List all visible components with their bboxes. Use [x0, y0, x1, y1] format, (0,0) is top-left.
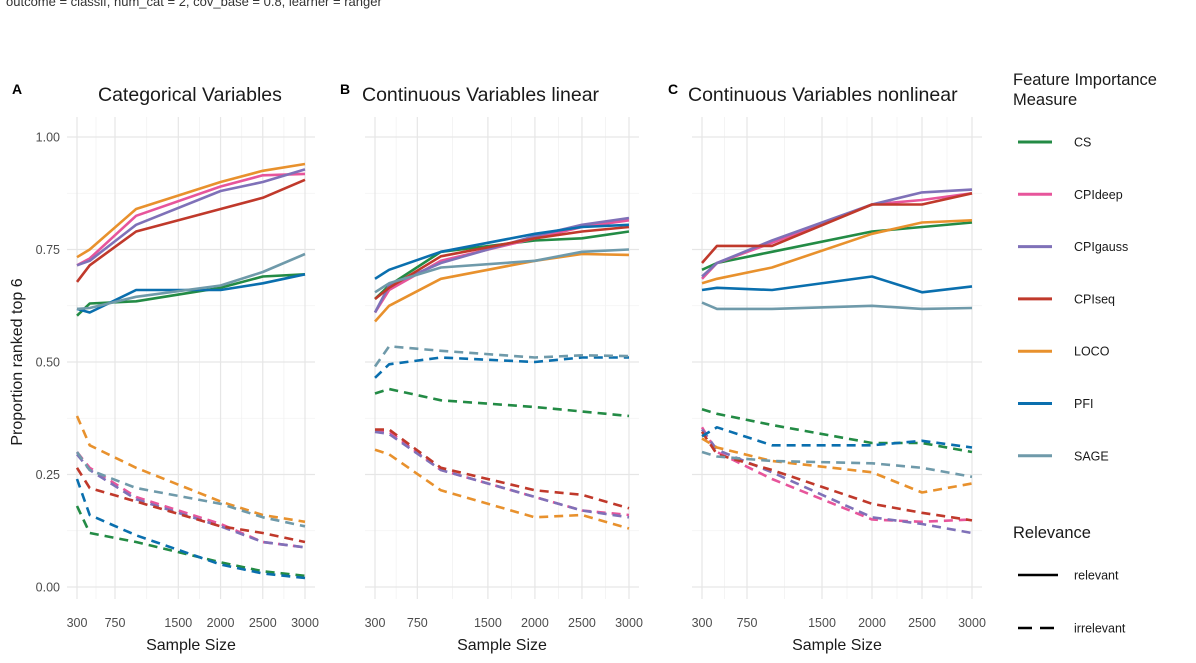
panel-a: 300 750 1500 2000 2500 3000 0.00 0.25 0.50 0.75 1.…	[12, 81, 319, 654]
x-tick-label: 2000	[858, 616, 886, 630]
series-line-cpiseq-irrelevant	[75, 467, 306, 544]
legend-label-relevant: relevant	[1074, 569, 1119, 583]
legend-title-measure: Measure	[1013, 91, 1077, 109]
series-line-loco-relevant	[374, 252, 630, 323]
series-line-cs-relevant	[76, 273, 306, 317]
series-line-cs-irrelevant	[374, 387, 630, 418]
legend-label-irrelevant: irrelevant	[1074, 622, 1126, 636]
panel-letter: C	[668, 81, 678, 97]
x-axis-label: Sample Size	[457, 637, 547, 654]
series-line-cpiseq-relevant	[701, 192, 973, 264]
y-tick-label: 0.75	[36, 243, 60, 257]
legend-label-sage: SAGE	[1074, 449, 1109, 463]
x-tick-label: 2500	[568, 616, 596, 630]
series-line-cpiseq-irrelevant	[700, 431, 973, 522]
legend-label-cs: CS	[1074, 136, 1091, 150]
series-line-sage-relevant	[701, 301, 973, 311]
y-tick-label: 0.00	[36, 581, 60, 595]
series-line-cpideep-relevant	[76, 172, 306, 267]
series-line-pfi-irrelevant	[374, 356, 629, 379]
panel-letter: B	[340, 81, 350, 97]
series-line-sage-relevant	[76, 252, 306, 311]
x-tick-label: 750	[737, 616, 758, 630]
x-tick-label: 3000	[958, 616, 986, 630]
panel-c: 300 750 1500 2000 2500 3000 C Continuous Variab…	[668, 81, 986, 654]
series-line-loco-irrelevant	[374, 448, 630, 530]
legend-title-measure: Feature Importance	[1013, 71, 1157, 89]
panel-title: Continuous Variables linear	[362, 84, 600, 106]
legend-title-relevance: Relevance	[1013, 524, 1091, 542]
y-tick-label: 0.50	[36, 356, 60, 370]
series-line-loco-irrelevant	[701, 437, 973, 494]
series-line-cpiseq-irrelevant	[375, 428, 630, 510]
series-line-cpigauss-relevant	[701, 188, 973, 278]
series-line-pfi-irrelevant	[701, 426, 973, 449]
series-line-sage-irrelevant	[373, 345, 630, 368]
panel-b: 300 750 1500 2000 2500 3000 B Continuous Variab…	[340, 81, 643, 654]
x-tick-label: 1500	[164, 616, 192, 630]
x-tick-label: 750	[105, 616, 126, 630]
series-line-loco-relevant	[701, 219, 973, 285]
legend: Feature Importance Measure CS CPIdeep CPIgau…	[1013, 71, 1157, 636]
x-tick-label: 1500	[474, 616, 502, 630]
x-tick-label: 300	[365, 616, 386, 630]
x-tick-label: 2500	[908, 616, 936, 630]
series-line-loco-irrelevant	[75, 415, 306, 524]
series-line-cpigauss-relevant	[76, 168, 306, 267]
series-line-cpigauss-irrelevant	[374, 430, 630, 519]
series-line-sage-relevant	[374, 248, 630, 294]
series-line-cpigauss-relevant	[373, 216, 630, 314]
y-tick-label: 1.00	[36, 131, 60, 145]
x-tick-label: 2500	[249, 616, 277, 630]
x-axis-label: Sample Size	[792, 637, 882, 654]
series-line-cpiseq-relevant	[374, 225, 630, 301]
legend-label-pfi: PFI	[1074, 397, 1093, 411]
series-line-cs-irrelevant	[75, 505, 306, 578]
series-line-cs-relevant	[374, 230, 630, 300]
x-tick-label: 300	[67, 616, 88, 630]
series-line-cpideep-irrelevant	[700, 426, 973, 524]
x-tick-label: 3000	[615, 616, 643, 630]
series-line-loco-relevant	[76, 162, 306, 259]
series-line-pfi-irrelevant	[75, 478, 306, 580]
series-line-pfi-relevant	[701, 275, 973, 294]
x-tick-label: 1500	[808, 616, 836, 630]
x-axis-label: Sample Size	[146, 637, 236, 654]
series-line-cs-irrelevant	[701, 408, 973, 454]
x-tick-label: 300	[692, 616, 713, 630]
x-tick-label: 3000	[291, 616, 319, 630]
series-line-pfi-relevant	[374, 223, 630, 280]
x-tick-label: 2000	[521, 616, 549, 630]
panel-title: Categorical Variables	[98, 84, 282, 106]
panel-title: Continuous Variables nonlinear	[688, 84, 958, 106]
legend-label-cpiseq: CPIseq	[1074, 292, 1115, 306]
legend-label-cpigauss: CPIgauss	[1074, 240, 1128, 254]
y-axis-label: Proportion ranked top 6	[9, 278, 26, 445]
series-line-sage-irrelevant	[75, 451, 306, 528]
series-line-cpideep-irrelevant	[375, 430, 630, 517]
legend-label-loco: LOCO	[1074, 345, 1110, 359]
y-tick-label: 0.25	[36, 468, 60, 482]
x-tick-label: 2000	[207, 616, 235, 630]
series-line-cpiseq-relevant	[75, 178, 306, 283]
series-line-sage-irrelevant	[701, 450, 973, 479]
legend-label-cpideep: CPIdeep	[1074, 188, 1123, 202]
series-line-cpideep-relevant	[701, 192, 973, 280]
series-line-cpigauss-irrelevant	[700, 428, 973, 535]
panel-letter: A	[12, 81, 22, 97]
series-line-cpideep-irrelevant	[75, 451, 306, 549]
figure-caption: outcome = classif, num_cat = 2, cov_base…	[6, 0, 382, 9]
x-tick-label: 750	[407, 616, 428, 630]
